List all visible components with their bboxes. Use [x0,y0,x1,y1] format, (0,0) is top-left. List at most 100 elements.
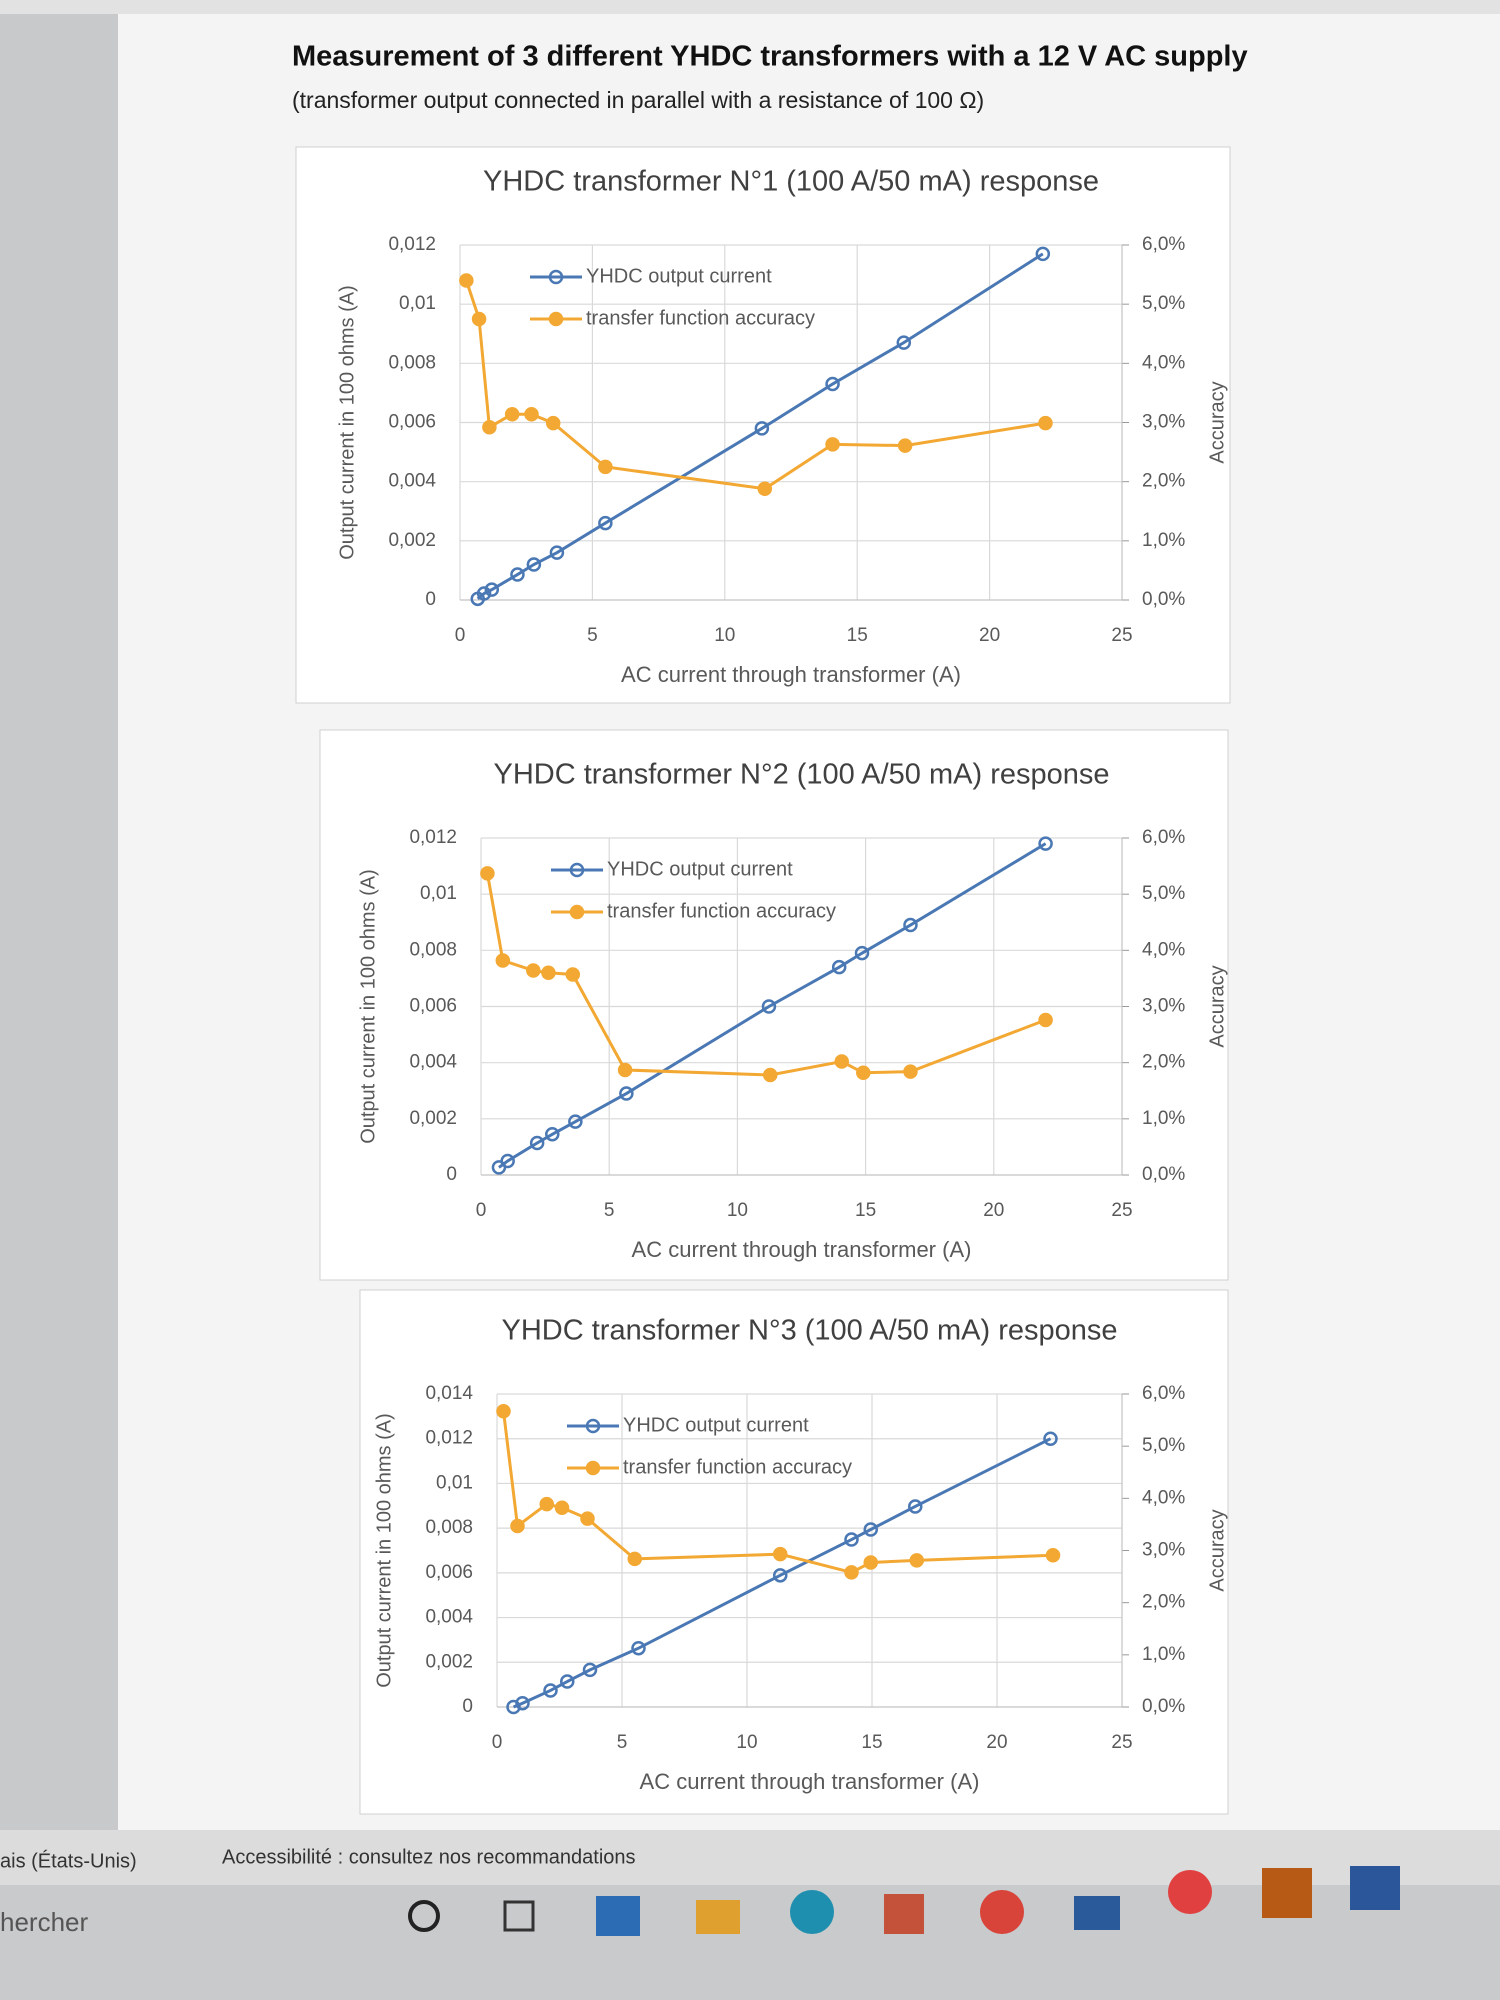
x-tick-label: 5 [604,1200,615,1221]
data-point [825,437,840,452]
y2-tick-label: 2,0% [1142,1592,1185,1613]
y2-tick-label: 3,0% [1142,412,1185,433]
data-point [1038,836,1053,851]
data-point [565,967,581,982]
legend-marker [548,311,564,327]
word-icon[interactable] [1350,1866,1400,1910]
y-axis-label: Output current in 100 ohms (A) [373,1413,395,1688]
y-tick-label: 0,008 [409,939,457,960]
y-tick-label: 0,004 [388,471,436,492]
legend-label: transfer function accuracy [623,1456,852,1478]
data-point [598,515,613,531]
data-point [476,586,492,601]
x-tick-label: 0 [455,625,466,646]
data-point [844,1532,859,1547]
y-axis-label: Output current in 100 ohms (A) [357,869,379,1144]
x-axis-label: AC current through transformer (A) [632,1237,972,1262]
y2-tick-label: 4,0% [1142,939,1185,960]
y-tick-label: 0,008 [388,352,436,373]
x-tick-label: 10 [727,1200,748,1221]
data-point [515,1695,530,1711]
y2-tick-label: 0,0% [1142,1164,1185,1185]
y2-tick-label: 4,0% [1142,1487,1185,1508]
taskbar [0,1885,1500,2000]
data-point [543,1683,558,1698]
data-point [897,438,913,453]
y-tick-label: 0,012 [425,1428,473,1449]
taskbar-search[interactable]: hercher [0,1907,88,1937]
chrome-icon[interactable] [980,1890,1024,1934]
legend-marker [569,862,585,878]
todo-icon[interactable] [1262,1868,1312,1918]
task-view-icon[interactable] [503,1900,535,1932]
x-tick-label: 15 [847,625,868,646]
data-point [526,963,541,978]
legend-label: transfer function accuracy [607,900,836,922]
y2-tick-label: 0,0% [1142,589,1185,610]
series-line [512,1437,1052,1709]
y2-tick-label: 1,0% [1142,1108,1185,1129]
y-tick-label: 0,01 [420,883,457,904]
media-icon[interactable] [1168,1870,1212,1914]
data-point [773,1568,788,1583]
data-point [909,1553,924,1568]
legend-marker [569,904,585,920]
data-point [761,999,777,1014]
data-point [825,376,840,392]
app-icon[interactable] [884,1894,924,1934]
legend-label: YHDC output current [586,265,772,287]
data-point [504,406,520,422]
data-point [1043,1431,1058,1446]
data-point [510,1518,525,1534]
data-point [631,1640,646,1656]
mail-icon[interactable] [1074,1896,1120,1930]
data-point [598,459,613,475]
x-tick-label: 20 [983,1200,1004,1221]
y-tick-label: 0,002 [409,1108,457,1129]
store-icon[interactable] [596,1896,640,1936]
x-tick-label: 25 [1111,1732,1132,1753]
y-tick-label: 0,014 [425,1383,473,1404]
explorer-icon[interactable] [696,1900,740,1934]
data-point [580,1511,595,1526]
y-axis-label: Output current in 100 ohms (A) [336,285,358,560]
legend-label: transfer function accuracy [586,307,815,329]
y-tick-label: 0,012 [388,234,436,255]
chart-title: YHDC transformer N°3 (100 A/50 mA) respo… [502,1315,1118,1347]
data-point [844,1565,859,1580]
y-tick-label: 0,002 [388,530,436,551]
data-point [524,406,539,422]
data-point [496,1403,511,1419]
y-tick-label: 0,002 [425,1651,473,1672]
x-tick-label: 0 [492,1732,503,1753]
data-point [627,1551,642,1567]
accessibility-status[interactable]: Accessibilité : consultez nos recommanda… [222,1846,636,1868]
document-title: Measurement of 3 different YHDC transfor… [292,41,1248,73]
data-point [471,311,487,327]
data-point [484,582,500,597]
legend-marker [585,1460,601,1476]
y-tick-label: 0 [425,589,436,610]
cortana-icon[interactable] [408,1900,440,1932]
data-point [545,415,561,431]
data-point [545,1127,560,1142]
data-point [582,1662,598,1678]
edge-icon[interactable] [790,1890,834,1934]
language-status[interactable]: ais (États-Unis) [0,1849,137,1872]
chart-box [359,1289,1229,1815]
legend-marker [548,269,564,285]
ruler [0,0,1500,14]
x-tick-label: 20 [979,625,1000,646]
y2-tick-label: 6,0% [1142,1383,1185,1404]
data-point [1038,415,1053,431]
x-tick-label: 5 [617,1732,628,1753]
document-subtitle: (transformer output connected in paralle… [292,87,984,113]
data-point [754,421,770,436]
y2-tick-label: 3,0% [1142,996,1185,1017]
data-point [554,1500,570,1515]
data-point [617,1062,633,1078]
y-tick-label: 0,006 [425,1562,473,1583]
data-point [482,419,497,435]
y-tick-label: 0,008 [425,1517,473,1538]
x-tick-label: 10 [714,625,735,646]
